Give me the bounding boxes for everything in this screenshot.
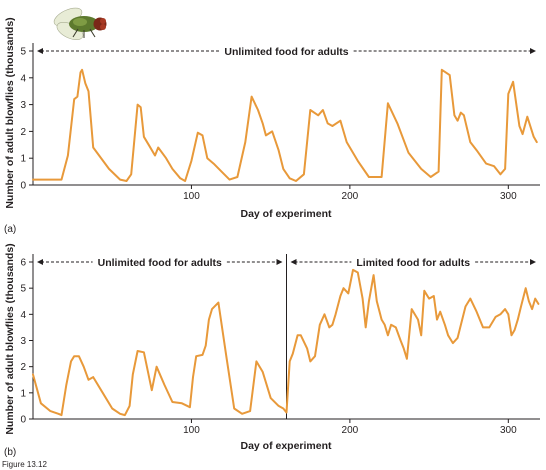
x-axis-label-a: Day of experiment: [240, 208, 332, 220]
series-line: [32, 68, 538, 182]
chart-panel-b: 0 1 2 3 4 5 6 100 200 300 Unlimited food for adul…: [4, 243, 540, 458]
y-tick-label: 3: [20, 100, 26, 111]
arrowhead-right: [530, 259, 536, 265]
arrowhead-left: [37, 259, 43, 265]
panel-label-b: (b): [4, 447, 16, 458]
y-tick-label: 5: [20, 284, 26, 295]
x-tick-label: 100: [183, 425, 200, 436]
series-line: [32, 268, 540, 417]
y-axis-label-a: Number of adult blowflies (thousands): [4, 17, 16, 208]
y-tick-label: 4: [20, 73, 26, 84]
y-tick-label: 6: [20, 258, 26, 269]
arrowhead-right: [276, 259, 283, 265]
y-tick-label: 0: [20, 415, 26, 426]
annotation-label: Unlimited food for adults: [98, 257, 222, 269]
x-axis-label-b: Day of experiment: [240, 440, 332, 452]
annotation-label: Limited food for adults: [356, 257, 470, 269]
chart-panel-a: 0 1 2 3 4 5 100 200 300 Unlimited food for adult…: [4, 17, 540, 235]
arrowhead-left: [290, 259, 297, 265]
y-tick-label: 2: [20, 362, 26, 373]
blowfly-icon: [53, 7, 107, 40]
arrowhead-left: [37, 48, 43, 54]
y-tick-label: 3: [20, 336, 26, 347]
x-tick-label: 200: [342, 425, 359, 436]
annotation-label: Unlimited food for adults: [224, 46, 348, 58]
x-tick-label: 300: [500, 191, 517, 202]
y-tick-label: 1: [20, 154, 26, 165]
x-tick-label: 200: [342, 191, 359, 202]
y-tick-label: 4: [20, 310, 26, 321]
y-tick-label: 2: [20, 127, 26, 138]
x-tick-label: 100: [183, 191, 200, 202]
figure-caption: Figure 13.12: [2, 460, 47, 469]
y-tick-label: 5: [20, 47, 26, 58]
panel-label-a: (a): [4, 224, 16, 235]
y-axis-label-b: Number of adult blowflies (thousands): [4, 243, 16, 434]
y-tick-label: 1: [20, 388, 26, 399]
annotation-arrow: Unlimited food for adults: [37, 46, 536, 58]
annotation-arrow: Unlimited food for adults: [37, 257, 283, 269]
x-tick-label: 300: [500, 425, 517, 436]
annotation-arrow: Limited food for adults: [290, 257, 536, 269]
y-tick-label: 0: [20, 181, 26, 192]
arrowhead-right: [530, 48, 536, 54]
